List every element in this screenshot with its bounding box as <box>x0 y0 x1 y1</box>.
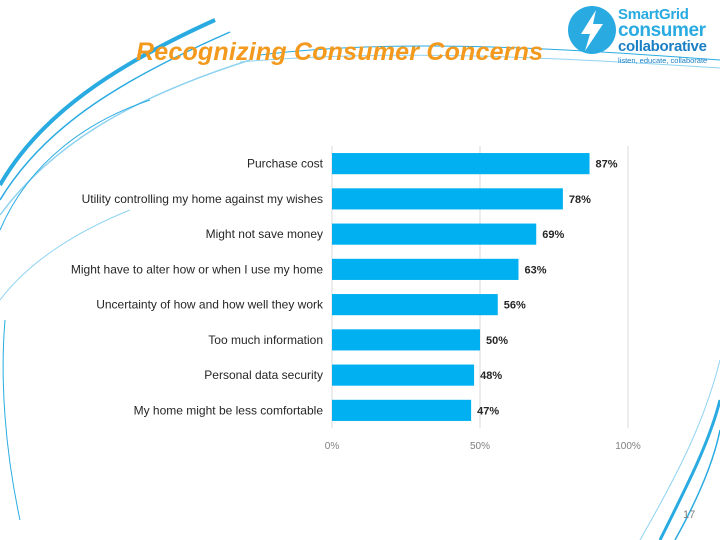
data-label: 63% <box>524 264 546 276</box>
bar <box>332 294 498 316</box>
category-label: My home might be less comfortable <box>134 403 324 417</box>
data-label: 50% <box>486 335 508 347</box>
category-label: Personal data security <box>204 368 323 382</box>
logo-wordmark: SmartGrid consumer collaborative listen,… <box>618 7 707 65</box>
category-label: Utility controlling my home against my w… <box>82 192 323 206</box>
x-tick-label: 0% <box>325 441 340 452</box>
smartgrid-logo: SmartGrid consumer collaborative listen,… <box>566 4 716 70</box>
bar <box>332 399 472 421</box>
bar <box>332 258 519 280</box>
category-label: Might not save money <box>206 227 323 241</box>
lightning-bolt-icon <box>568 6 616 54</box>
bar <box>332 223 537 245</box>
data-label: 48% <box>480 370 502 382</box>
data-label: 56% <box>504 300 526 312</box>
data-label: 69% <box>542 229 564 241</box>
x-tick-label: 100% <box>615 441 641 452</box>
logo-line-consumer: consumer <box>618 20 706 41</box>
data-label: 78% <box>569 194 591 206</box>
category-label: Might have to alter how or when I use my… <box>71 262 323 276</box>
data-label: 47% <box>477 405 499 417</box>
bar <box>332 329 480 351</box>
logo-line-collaborative: collaborative <box>618 38 707 55</box>
data-label: 87% <box>596 159 618 171</box>
slide-title: Recognizing Consumer Concerns <box>136 38 544 66</box>
page-number: 17 <box>683 509 696 521</box>
bar <box>332 153 590 175</box>
category-label: Purchase cost <box>247 157 324 171</box>
x-tick-label: 50% <box>470 441 490 452</box>
category-label: Too much information <box>208 333 323 347</box>
category-label: Uncertainty of how and how well they wor… <box>96 298 324 312</box>
bar <box>332 364 475 386</box>
bar <box>332 188 563 210</box>
logo-line-smartgrid: SmartGrid <box>618 6 689 23</box>
logo-tagline: listen, educate, collaborate <box>618 56 708 65</box>
